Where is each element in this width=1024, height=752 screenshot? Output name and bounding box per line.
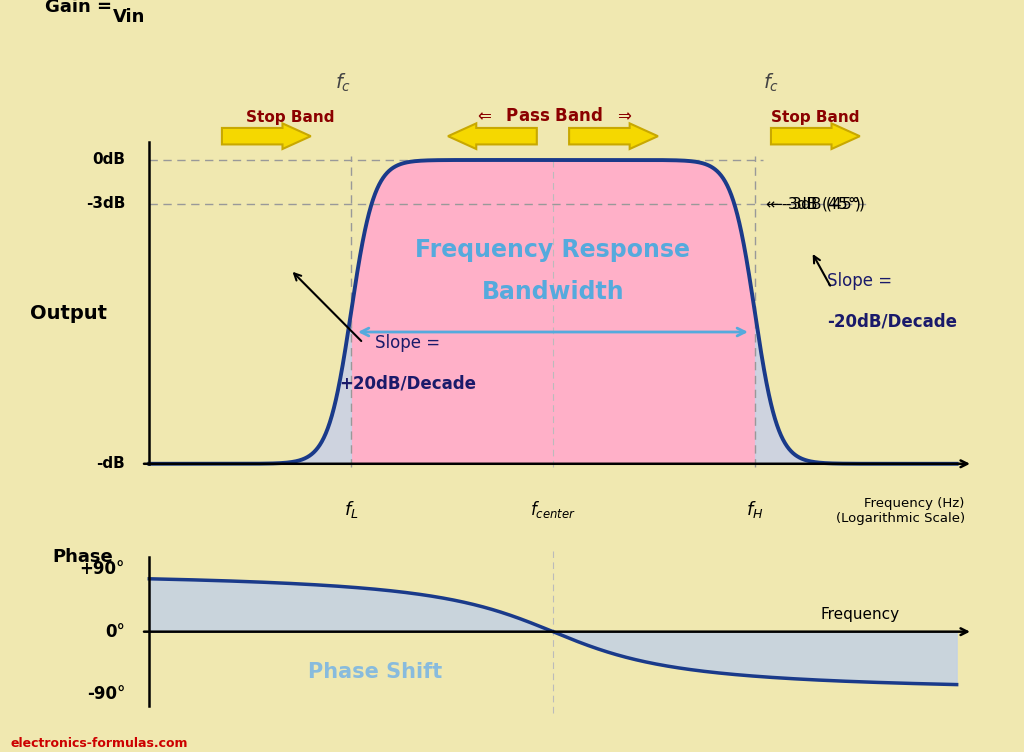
Text: Stop Band: Stop Band <box>247 111 335 126</box>
Text: +90°: +90° <box>80 560 125 578</box>
Text: $f_L$: $f_L$ <box>344 499 358 520</box>
Text: $f_c$: $f_c$ <box>763 71 779 94</box>
Text: -dB: -dB <box>96 456 125 472</box>
Text: electronics-formulas.com: electronics-formulas.com <box>10 738 187 750</box>
FancyArrow shape <box>222 123 310 149</box>
Text: -20dB/Decade: -20dB/Decade <box>827 312 957 330</box>
Text: -3dB: -3dB <box>86 196 125 211</box>
Text: Frequency Response: Frequency Response <box>416 238 690 262</box>
Text: Slope =: Slope = <box>375 334 440 352</box>
Text: Phase Shift: Phase Shift <box>308 662 442 682</box>
Text: $\Leftarrow$  Pass Band  $\Rightarrow$: $\Leftarrow$ Pass Band $\Rightarrow$ <box>474 108 632 126</box>
FancyArrow shape <box>447 123 537 149</box>
Text: 0°: 0° <box>105 623 125 641</box>
Text: Output: Output <box>30 305 108 323</box>
Text: Gain =: Gain = <box>45 0 112 16</box>
Text: -90°: -90° <box>87 685 125 703</box>
Text: 0dB: 0dB <box>92 153 125 168</box>
Text: $f_{center}$: $f_{center}$ <box>530 499 575 520</box>
Text: Stop Band: Stop Band <box>771 111 859 126</box>
Text: $f_c$: $f_c$ <box>335 71 351 94</box>
Text: Slope =: Slope = <box>827 271 893 290</box>
Text: $f_H$: $f_H$ <box>746 499 764 520</box>
Text: $\leftarrow$-3dB (45°): $\leftarrow$-3dB (45°) <box>767 195 865 214</box>
FancyArrow shape <box>771 123 860 149</box>
Text: +20dB/Decade: +20dB/Decade <box>339 374 476 393</box>
Text: Bandwidth: Bandwidth <box>481 280 625 304</box>
FancyArrow shape <box>569 123 657 149</box>
Text: Frequency (Hz)
(Logarithmic Scale): Frequency (Hz) (Logarithmic Scale) <box>836 497 965 525</box>
Text: Vin: Vin <box>113 8 145 26</box>
Text: Frequency: Frequency <box>820 608 899 623</box>
Text: Phase: Phase <box>52 548 113 566</box>
Text: $\leftarrow$-3dB (45°): $\leftarrow$-3dB (45°) <box>763 195 861 214</box>
